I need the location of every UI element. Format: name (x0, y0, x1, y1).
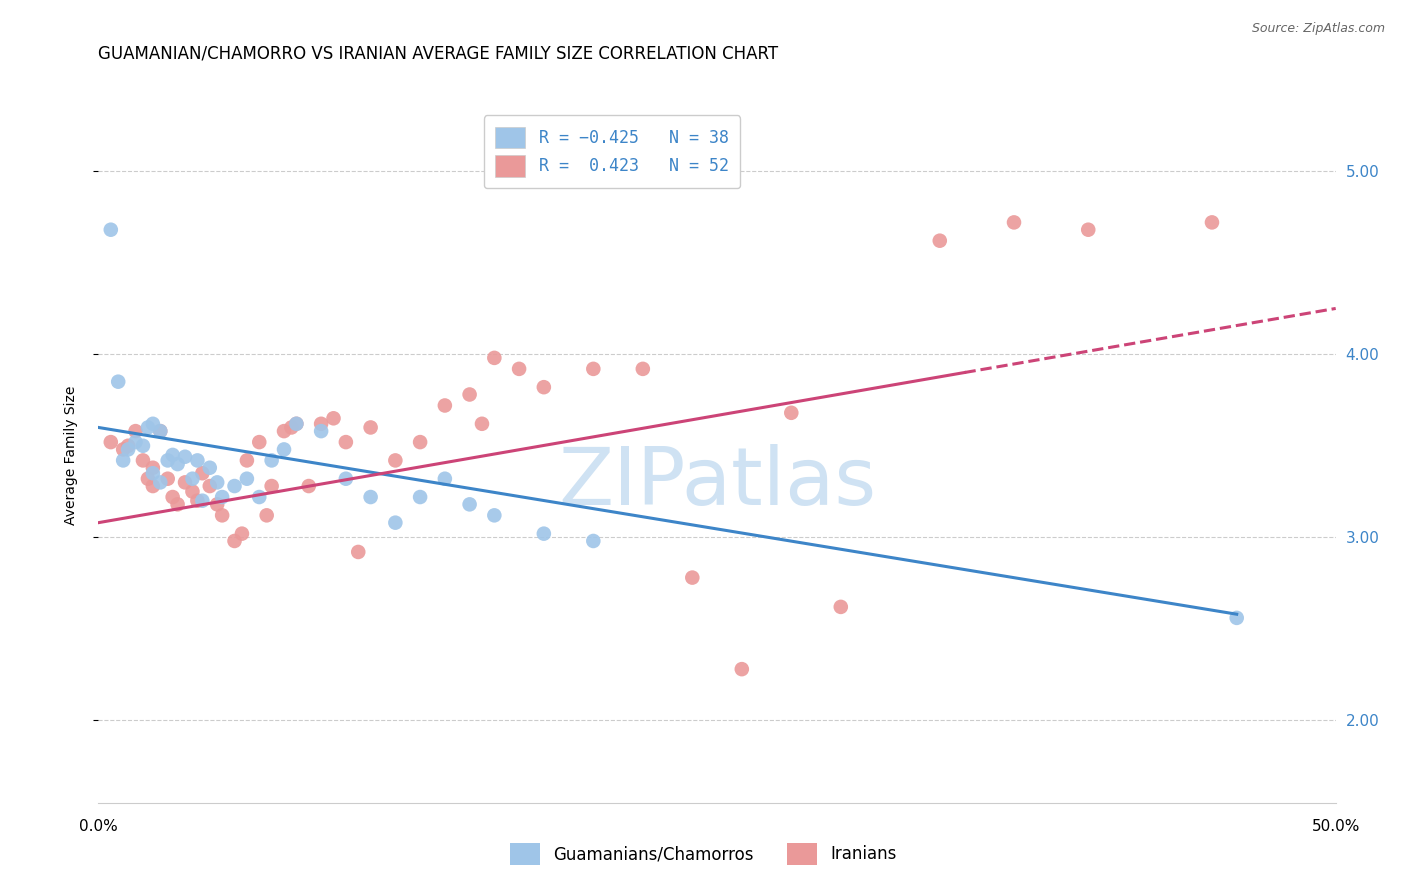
Point (360, 490, 382, 504)
Point (156, 472, 179, 486)
Point (384, 516, 406, 530)
Point (384, 453, 406, 467)
Point (484, 351, 506, 365)
Point (322, 411, 344, 425)
Point (149, 475, 172, 490)
Point (247, 435, 270, 450)
Point (198, 479, 221, 493)
Point (112, 442, 135, 457)
Point (273, 424, 295, 438)
Point (156, 453, 179, 467)
Point (458, 497, 481, 511)
Point (247, 490, 270, 504)
Text: GUAMANIAN/CHAMORRO VS IRANIAN AVERAGE FAMILY SIZE CORRELATION CHART: GUAMANIAN/CHAMORRO VS IRANIAN AVERAGE FA… (98, 45, 779, 62)
Point (112, 453, 135, 467)
Point (471, 417, 494, 431)
Point (731, 662, 754, 676)
Point (458, 387, 481, 401)
Point (142, 460, 165, 475)
Point (533, 380, 555, 394)
Point (409, 490, 432, 504)
Point (309, 424, 332, 438)
Point (149, 424, 172, 438)
Text: Source: ZipAtlas.com: Source: ZipAtlas.com (1251, 22, 1385, 36)
Point (236, 472, 259, 486)
Point (191, 493, 214, 508)
Point (166, 497, 188, 511)
Point (136, 420, 159, 434)
Point (224, 479, 246, 493)
Point (124, 435, 146, 450)
Point (681, 571, 703, 585)
Point (582, 362, 605, 376)
Point (285, 417, 308, 431)
Point (830, 599, 852, 614)
Point (107, 375, 129, 389)
Point (1201, 215, 1223, 229)
Point (928, 234, 950, 248)
Point (533, 526, 555, 541)
Point (409, 435, 432, 450)
Point (142, 479, 165, 493)
Point (260, 479, 283, 493)
Point (433, 399, 456, 413)
Point (174, 450, 197, 464)
Point (132, 453, 155, 467)
Point (236, 453, 259, 467)
Point (211, 490, 233, 504)
Point (298, 479, 321, 493)
Point (260, 453, 283, 467)
Point (280, 420, 302, 434)
Point (100, 223, 122, 237)
Point (166, 457, 188, 471)
Point (335, 435, 357, 450)
Point (273, 442, 295, 457)
Legend: R = −0.425   N = 38, R =  0.423   N = 52: R = −0.425 N = 38, R = 0.423 N = 52 (484, 115, 740, 188)
Point (136, 472, 159, 486)
Point (100, 435, 122, 450)
Point (1002, 215, 1025, 229)
Point (224, 533, 246, 548)
Point (142, 467, 165, 481)
Point (1077, 223, 1099, 237)
Point (186, 493, 208, 508)
Point (256, 508, 278, 523)
Point (117, 439, 139, 453)
Point (205, 475, 228, 490)
Point (211, 508, 233, 523)
Point (142, 417, 165, 431)
Point (433, 472, 456, 486)
Legend: Guamanians/Chamorros, Iranians: Guamanians/Chamorros, Iranians (499, 833, 907, 875)
Point (484, 508, 506, 523)
Point (335, 472, 357, 486)
Point (124, 424, 146, 438)
Point (174, 475, 197, 490)
Point (205, 497, 228, 511)
Point (162, 490, 184, 504)
Y-axis label: Average Family Size: Average Family Size (63, 385, 77, 524)
Point (508, 362, 530, 376)
Point (309, 417, 332, 431)
Point (1226, 611, 1249, 625)
Point (198, 460, 221, 475)
Point (186, 453, 208, 467)
Point (132, 439, 155, 453)
Point (162, 448, 184, 462)
Point (631, 362, 654, 376)
Point (582, 533, 605, 548)
Point (347, 545, 370, 559)
Point (285, 417, 308, 431)
Point (360, 420, 382, 434)
Point (231, 526, 253, 541)
Text: ZIPatlas: ZIPatlas (558, 443, 876, 522)
Point (117, 442, 139, 457)
Point (149, 424, 172, 438)
Point (191, 467, 214, 481)
Point (780, 406, 803, 420)
Point (181, 484, 204, 499)
Point (181, 472, 204, 486)
